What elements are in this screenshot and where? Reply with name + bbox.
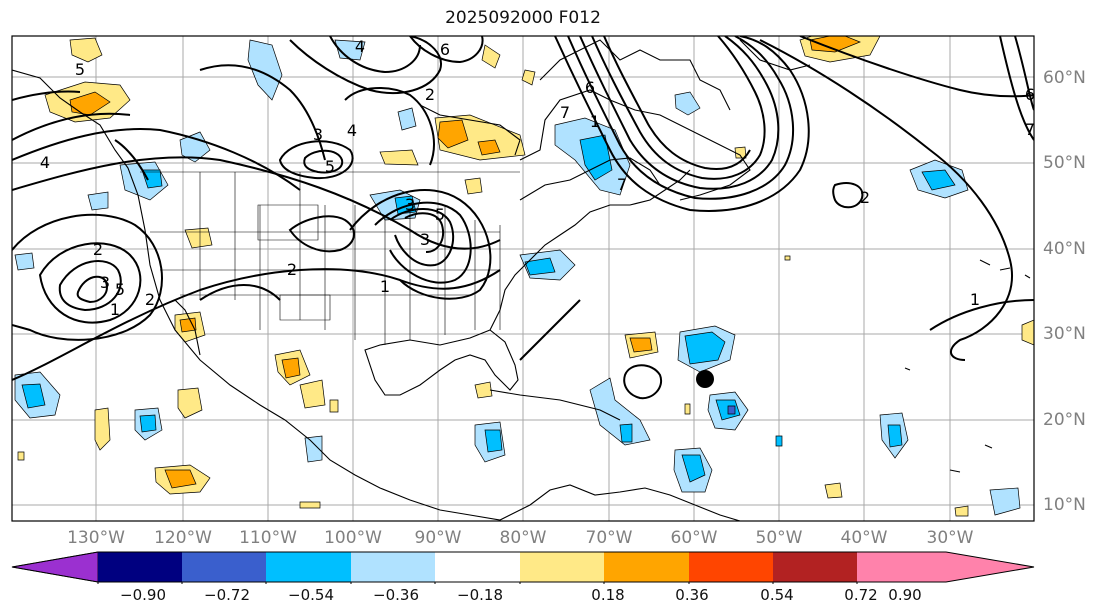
colorbar-segment	[604, 552, 689, 582]
svg-text:7: 7	[617, 175, 627, 194]
svg-text:5: 5	[435, 205, 445, 224]
colorbar-tick-label: −0.54	[288, 586, 334, 604]
colorbar-segment	[435, 552, 520, 582]
colorbar-extend-low	[11, 551, 99, 583]
svg-text:3: 3	[405, 195, 415, 214]
lon-label: 30°W	[926, 528, 974, 548]
map-frame	[11, 35, 1035, 522]
svg-text:2: 2	[93, 240, 103, 259]
colorbar-segment	[351, 552, 435, 582]
lat-label: 30°N	[1043, 324, 1086, 344]
svg-text:4: 4	[355, 37, 365, 56]
colorbar	[11, 551, 1035, 584]
colorbar-tick-label: −0.18	[457, 586, 503, 604]
colorbar-segment	[520, 552, 604, 582]
colorbar-tick-label: 0.90	[888, 586, 922, 604]
lon-label: 90°W	[414, 528, 462, 548]
svg-text:1: 1	[970, 290, 980, 309]
colorbar-tick-label: −0.72	[204, 586, 250, 604]
contour-labels: 5 4 6 2 3 4 5 1 6 7 2 3 5 4 3 2 1 5 3 2 …	[40, 37, 1035, 319]
svg-text:5: 5	[325, 157, 335, 176]
lon-label: 110°W	[239, 528, 297, 548]
svg-text:6: 6	[585, 78, 595, 97]
colorbar-tick-label: 0.18	[591, 586, 625, 604]
colorbar-segment	[182, 552, 266, 582]
lon-label: 40°W	[840, 528, 888, 548]
colorbar-extend-high	[946, 552, 1034, 582]
colorbar-segment	[773, 552, 857, 582]
colorbar-segment	[689, 552, 773, 582]
lon-label: 70°W	[585, 528, 633, 548]
lon-label: 100°W	[324, 528, 382, 548]
contour-lines	[12, 36, 1034, 400]
lon-label: 50°W	[755, 528, 803, 548]
svg-text:1: 1	[380, 277, 390, 296]
colorbar-tick-label: −0.90	[120, 586, 166, 604]
colorbar-tick-label: 0.36	[675, 586, 709, 604]
lat-label: 40°N	[1043, 239, 1086, 259]
shaded-field	[14, 36, 1034, 517]
svg-text:6: 6	[1025, 85, 1035, 104]
storm-position-marker	[696, 370, 714, 388]
map-title: 2025092000 F012	[445, 8, 601, 28]
lat-label: 10°N	[1043, 495, 1086, 515]
svg-text:1: 1	[590, 112, 600, 131]
svg-text:1: 1	[110, 300, 120, 319]
lat-label: 20°N	[1043, 410, 1086, 430]
lon-label: 80°W	[499, 528, 547, 548]
colorbar-ticks	[97, 582, 858, 584]
svg-text:4: 4	[347, 121, 357, 140]
svg-text:7: 7	[1025, 120, 1035, 139]
lat-label: 50°N	[1043, 153, 1086, 173]
lon-label: 130°W	[67, 528, 125, 548]
lon-label: 120°W	[154, 528, 212, 548]
svg-text:2: 2	[145, 290, 155, 309]
svg-text:2: 2	[425, 85, 435, 104]
svg-text:3: 3	[100, 273, 110, 292]
colorbar-segment	[98, 552, 182, 582]
svg-text:3: 3	[313, 125, 323, 144]
svg-text:4: 4	[40, 153, 50, 172]
colorbar-tick-label: −0.36	[373, 586, 419, 604]
svg-text:5: 5	[75, 60, 85, 79]
svg-text:5: 5	[115, 280, 125, 299]
lat-label: 60°N	[1043, 68, 1086, 88]
lon-label: 60°W	[670, 528, 718, 548]
coastlines	[12, 39, 1031, 521]
colorbar-segment	[857, 552, 946, 582]
svg-text:7: 7	[560, 103, 570, 122]
svg-text:2: 2	[860, 188, 870, 207]
colorbar-tick-label: 0.72	[844, 586, 878, 604]
colorbar-segment	[266, 552, 351, 582]
svg-text:2: 2	[287, 260, 297, 279]
svg-text:3: 3	[420, 230, 430, 249]
svg-text:6: 6	[440, 40, 450, 59]
colorbar-tick-label: 0.54	[760, 586, 794, 604]
